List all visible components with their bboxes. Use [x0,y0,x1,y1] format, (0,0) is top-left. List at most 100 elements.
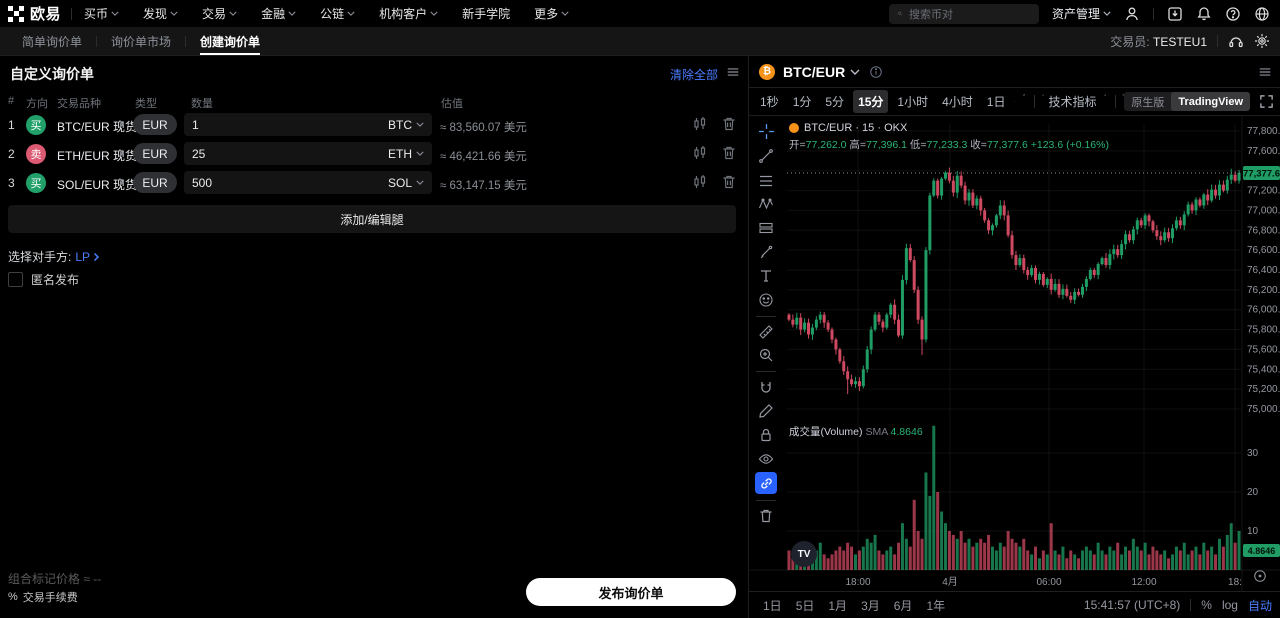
sma-value: 4.8646 [890,426,923,438]
tab-创建询价单[interactable]: 创建询价单 [186,27,274,55]
range-1年[interactable]: 1年 [926,598,946,613]
text-tool-icon[interactable] [755,265,777,287]
timeframe-15分[interactable]: 15分 [853,90,889,113]
search-input[interactable]: 搜索币对 [888,3,1039,24]
chevron-down-icon[interactable] [850,69,860,75]
timeframe-1秒[interactable]: 1秒 [760,95,779,109]
range-3月[interactable]: 3月 [861,598,880,613]
compare-scale-icon[interactable] [1122,93,1124,110]
timeframe-1分[interactable]: 1分 [792,95,812,109]
time-axis-settings-icon[interactable] [1253,569,1267,583]
range-5日[interactable]: 5日 [795,598,815,613]
leg-amount-input[interactable]: 1 BTC [184,113,432,136]
leg-amount-input[interactable]: 25 ETH [184,142,432,165]
leg-instrument[interactable]: ETH/EUR 现货 [57,149,138,163]
quote-subnav: 简单询价单 询价单市场 创建询价单 交易员: TESTEU1 [0,27,1280,56]
chart-legend-title: BTC/EUR · 15 · OKX [789,122,907,134]
counterparty-link[interactable]: LP [75,250,101,264]
anonymous-checkbox[interactable] [8,272,23,287]
range-6月[interactable]: 6月 [893,598,913,613]
measure-tool-icon[interactable] [755,321,777,343]
magnet-tool-icon[interactable] [755,377,777,399]
divider [756,316,776,317]
indicator-settings-gear-icon[interactable] [1103,93,1106,110]
leg-amount-input[interactable]: 500 SOL [184,171,432,194]
xabcd-pattern-tool-icon[interactable] [755,193,777,215]
leg-currency-select[interactable]: ETH [388,147,424,161]
leg-delete-icon[interactable] [721,145,737,161]
nav-item-买币[interactable]: 买币 [84,5,119,22]
hide-drawings-tool-icon[interactable] [755,448,777,470]
leg-type-button[interactable]: EUR [133,143,177,164]
divider [96,35,98,47]
position-tool-icon[interactable] [755,217,777,239]
gear-icon[interactable] [1254,33,1270,49]
leg-chart-icon[interactable] [692,145,708,161]
user-icon[interactable] [1124,6,1140,22]
okx-logo[interactable]: 欧易 [8,3,61,24]
symbol-name[interactable]: BTC/EUR [783,63,846,80]
nav-item-金融[interactable]: 金融 [261,5,296,22]
zoom-in-tool-icon[interactable] [755,344,777,366]
svg-text:4.8646: 4.8646 [1248,546,1276,556]
tradingview-mode-tab[interactable]: TradingView [1171,92,1250,111]
expand-icon[interactable] [1259,94,1274,109]
range-1日[interactable]: 1日 [763,598,782,613]
asset-management-menu[interactable]: 资产管理 [1052,5,1111,22]
leg-instrument[interactable]: BTC/EUR 现货 [57,120,138,134]
bell-icon[interactable] [1196,6,1212,22]
sync-drawings-tool-icon[interactable] [755,472,777,494]
candle-style-icon[interactable] [1023,93,1025,110]
leg-instrument[interactable]: SOL/EUR 现货 [57,178,138,192]
lock-drawings-tool-icon[interactable] [755,424,777,446]
download-icon[interactable] [1167,6,1183,22]
add-edit-legs-button[interactable]: 添加/编辑腿 [8,205,736,233]
chart-canvas[interactable]: 30201077,800.077,600.077,400.077,200.077… [749,116,1280,592]
timeframe-1日[interactable]: 1日 [986,95,1006,109]
leg-chart-icon[interactable] [692,116,708,132]
timeframe-1小时[interactable]: 1小时 [897,95,929,109]
percent-scale-button[interactable]: % [1201,598,1212,612]
leg-chart-icon[interactable] [692,174,708,190]
divider [1190,599,1192,611]
nav-item-发现[interactable]: 发现 [143,5,178,22]
globe-icon[interactable] [1254,6,1270,22]
clock-display[interactable]: 15:41:57 (UTC+8) [1083,598,1181,612]
nav-item-机构客户[interactable]: 机构客户 [379,5,438,22]
menu-icon[interactable] [726,65,740,79]
tab-询价单市场[interactable]: 询价单市场 [111,34,172,49]
log-scale-button[interactable]: log [1221,598,1238,612]
help-icon[interactable] [1225,6,1241,22]
leg-currency-select[interactable]: SOL [388,176,424,190]
nav-item-新手学院[interactable]: 新手学院 [462,7,511,21]
leg-type-button[interactable]: EUR [133,114,177,135]
drawing-mode-tool-icon[interactable] [755,400,777,422]
leg-delete-icon[interactable] [721,174,737,190]
trendline-tool-icon[interactable] [755,145,777,167]
brush-tool-icon[interactable] [755,241,777,263]
timeframe-5分[interactable]: 5分 [825,95,845,109]
range-1月[interactable]: 1月 [828,598,848,613]
timeframe-chevron-icon[interactable] [1014,99,1016,104]
crosshair-tool-icon[interactable] [755,120,777,142]
timeframe-4小时[interactable]: 4小时 [942,95,973,109]
leg-currency-select[interactable]: BTC [388,118,424,132]
fib-lines-tool-icon[interactable] [755,170,777,192]
nav-item-交易[interactable]: 交易 [202,5,237,22]
leg-type-button[interactable]: EUR [133,172,177,193]
indicator-icon[interactable] [1042,93,1045,110]
publish-rfq-button[interactable]: 发布询价单 [526,578,736,606]
panel-menu-icon[interactable] [1258,65,1272,79]
support-icon[interactable] [1228,33,1244,49]
native-mode-tab[interactable]: 原生版 [1131,96,1165,109]
info-icon[interactable] [869,65,883,79]
clear-all-link[interactable]: 清除全部 [669,68,718,82]
emoji-tool-icon[interactable] [755,289,777,311]
nav-item-更多[interactable]: 更多 [534,5,569,22]
leg-delete-icon[interactable] [721,116,737,132]
indicators-button[interactable]: 技术指标 [1048,95,1097,109]
tab-简单询价单[interactable]: 简单询价单 [22,34,83,49]
nav-item-公链[interactable]: 公链 [320,5,355,22]
remove-drawings-tool-icon[interactable] [755,505,777,527]
auto-scale-button[interactable]: 自动 [1247,598,1272,613]
